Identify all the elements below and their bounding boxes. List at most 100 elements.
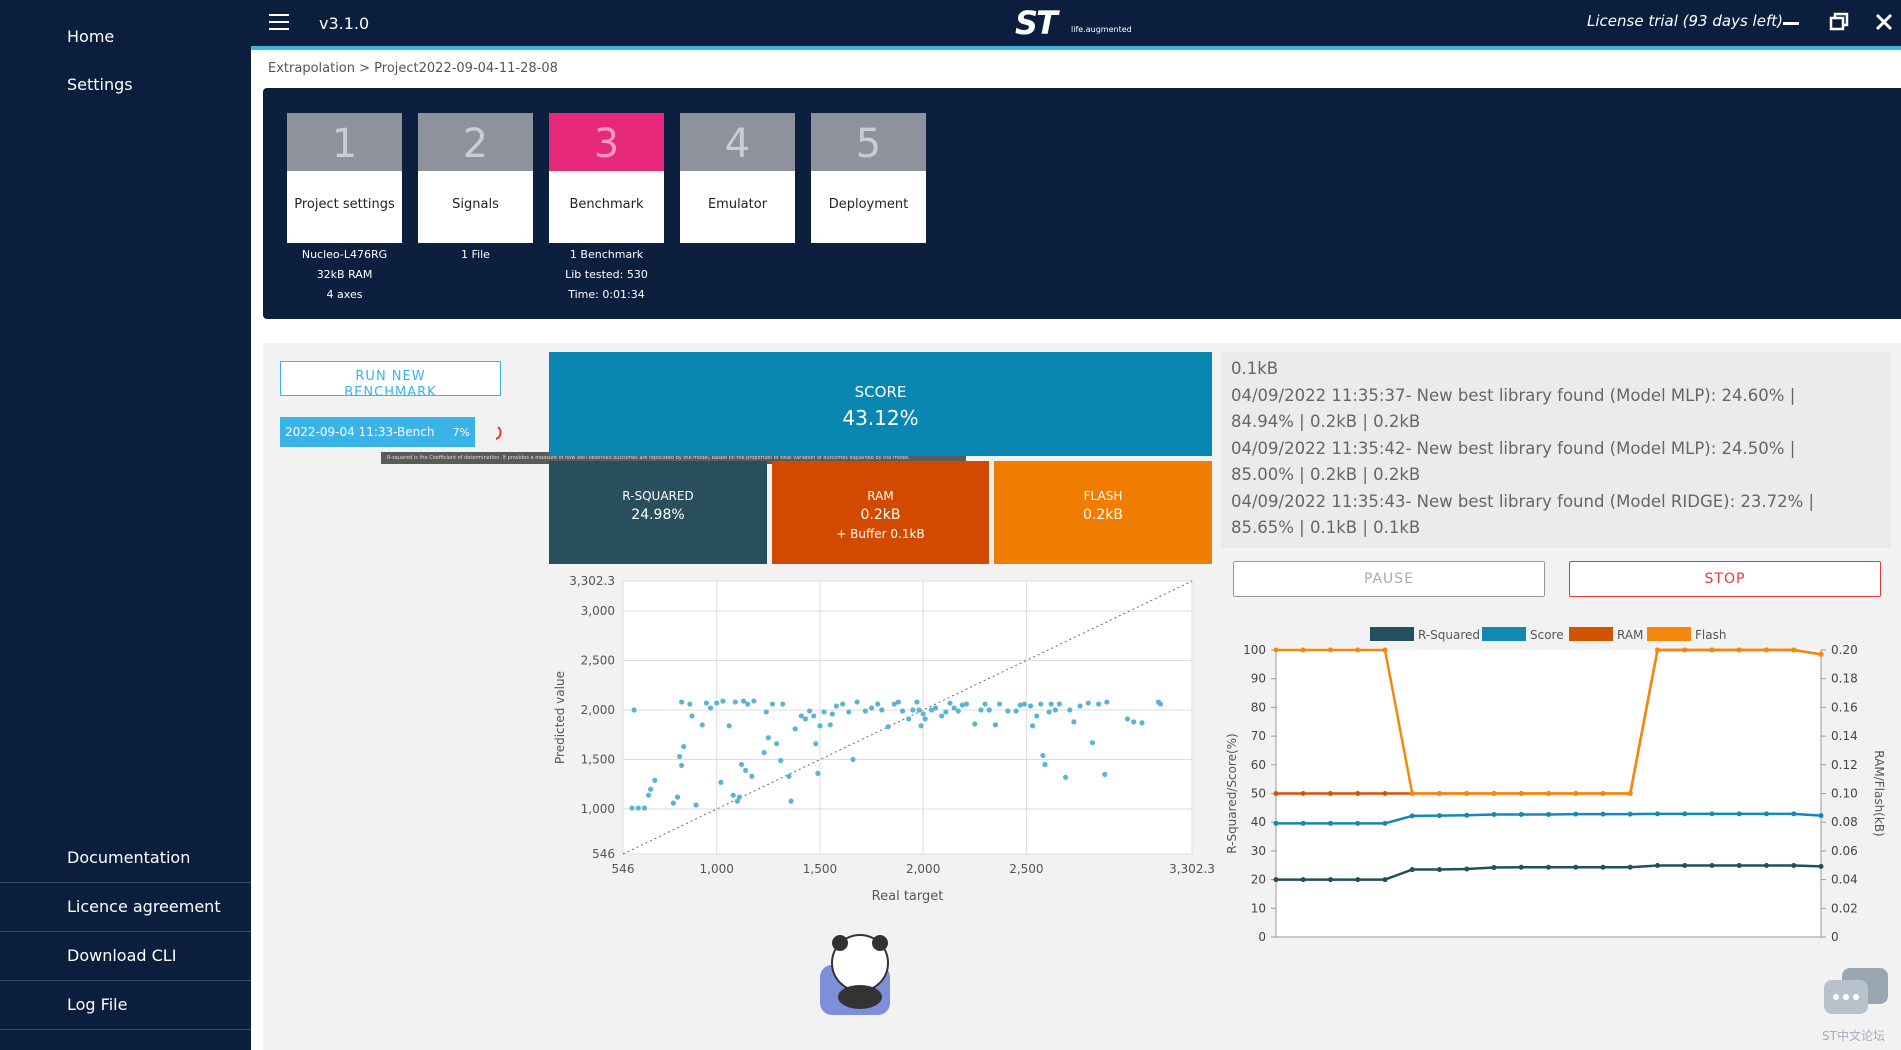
y-tick-label: 1,000 [581, 802, 615, 816]
series-point [1655, 863, 1660, 869]
stop-button[interactable]: STOP [1569, 561, 1881, 597]
step-card[interactable]: 5 Deployment [811, 113, 926, 243]
x-tick-label: 546 [612, 862, 635, 876]
point [932, 705, 939, 711]
point [1096, 701, 1102, 707]
step-card[interactable]: 2 Signals [418, 113, 533, 243]
y-tick-label: 30 [1251, 844, 1266, 858]
nav-item[interactable]: Log File [0, 981, 251, 1030]
log-line: 04/09/2022 11:35:43- New best library fo… [1231, 491, 1815, 538]
series-point [1328, 647, 1333, 653]
point [648, 786, 654, 792]
nav-item[interactable]: Settings [0, 61, 251, 109]
nav-item[interactable]: Licence agreement [0, 883, 251, 932]
series-point [1300, 877, 1306, 883]
series-point [1355, 820, 1361, 826]
run-item[interactable]: 2022-09-04 11:33-Bench 7% [280, 417, 475, 447]
series-point [1764, 647, 1769, 653]
y2-axis-label: RAM/Flash(kB) [1872, 750, 1886, 836]
y-tick-label: 20 [1251, 873, 1266, 887]
step-card[interactable]: 4 Emulator [680, 113, 795, 243]
point [703, 700, 710, 706]
series-point [1546, 864, 1551, 870]
point [947, 700, 953, 706]
forum-label[interactable]: ST中文论坛 [1822, 1029, 1885, 1043]
point [850, 756, 856, 763]
point [635, 805, 641, 811]
y-tick-label: 546 [592, 847, 615, 861]
step-card[interactable]: 1 Project settings [287, 113, 402, 243]
series-point [1355, 877, 1361, 883]
point [802, 716, 809, 722]
y-tick-label: 1,500 [581, 753, 615, 767]
point [854, 699, 860, 705]
pause-button[interactable]: PAUSE [1233, 561, 1545, 597]
point [726, 723, 732, 729]
point [780, 701, 786, 707]
point [840, 701, 846, 707]
nav-item[interactable]: Home [0, 13, 251, 61]
point [827, 722, 833, 728]
series-point [1518, 811, 1524, 817]
series-point [1791, 647, 1797, 653]
point [778, 757, 784, 764]
legend-label: Score [1530, 628, 1564, 642]
point [1027, 703, 1034, 709]
series-point [1273, 820, 1279, 826]
series-point [1437, 791, 1442, 796]
series-point [1491, 811, 1497, 817]
y-tick-label: 50 [1251, 787, 1266, 801]
series-point [1573, 791, 1579, 796]
y-tick-label: 40 [1251, 815, 1266, 829]
point [868, 705, 875, 711]
y-axis-label: Predicted value [553, 671, 567, 764]
log-line: 04/09/2022 11:35:37- New best library fo… [1231, 385, 1796, 432]
forum-icon[interactable] [1822, 966, 1892, 1022]
point [1085, 700, 1091, 706]
series-point [1682, 863, 1688, 869]
series-point [1627, 811, 1633, 817]
menu-icon[interactable] [269, 12, 293, 32]
step-card[interactable]: 3 Benchmark [549, 113, 664, 243]
point [821, 709, 827, 715]
run-button[interactable]: RUN NEW BENCHMARK [280, 361, 501, 400]
series-point [1328, 820, 1333, 826]
step-detail: Lib tested: 530 [565, 268, 648, 281]
x-tick-label: 1,500 [803, 862, 837, 876]
step-number: 3 [549, 113, 664, 171]
nav-item[interactable]: Download CLI [0, 932, 251, 981]
nav-item[interactable]: Documentation [0, 834, 251, 883]
point [1067, 707, 1073, 713]
series-point [1409, 867, 1415, 873]
point [786, 773, 792, 779]
point [862, 708, 868, 714]
point [792, 726, 798, 732]
point [996, 701, 1003, 707]
y-tick-label: 70 [1251, 729, 1266, 743]
point [833, 703, 840, 709]
point [734, 798, 740, 804]
point [943, 709, 949, 715]
point [1048, 701, 1054, 707]
y2-tick-label: 0.14 [1831, 729, 1858, 743]
step-label: Benchmark [569, 197, 644, 212]
series-point [1409, 791, 1415, 796]
nav-label: Settings [67, 75, 133, 94]
point [769, 701, 776, 707]
log-line: 0.1kB [1231, 359, 1279, 378]
window-controls[interactable] [1781, 10, 1901, 36]
point [681, 744, 687, 750]
x-tick-label: 1,000 [700, 862, 734, 876]
run-name: 2022-09-04 11:33-Bench [285, 425, 435, 439]
flash-tile: FLASH 0.2kB [994, 461, 1212, 564]
y2-tick-label: 0.12 [1831, 758, 1858, 772]
ram-label: RAM [867, 489, 894, 503]
series-point [1818, 813, 1824, 819]
point [1046, 709, 1052, 715]
point [773, 741, 780, 747]
run-progress: 7% [452, 426, 470, 439]
point [687, 701, 693, 707]
legend-swatch [1370, 627, 1414, 641]
